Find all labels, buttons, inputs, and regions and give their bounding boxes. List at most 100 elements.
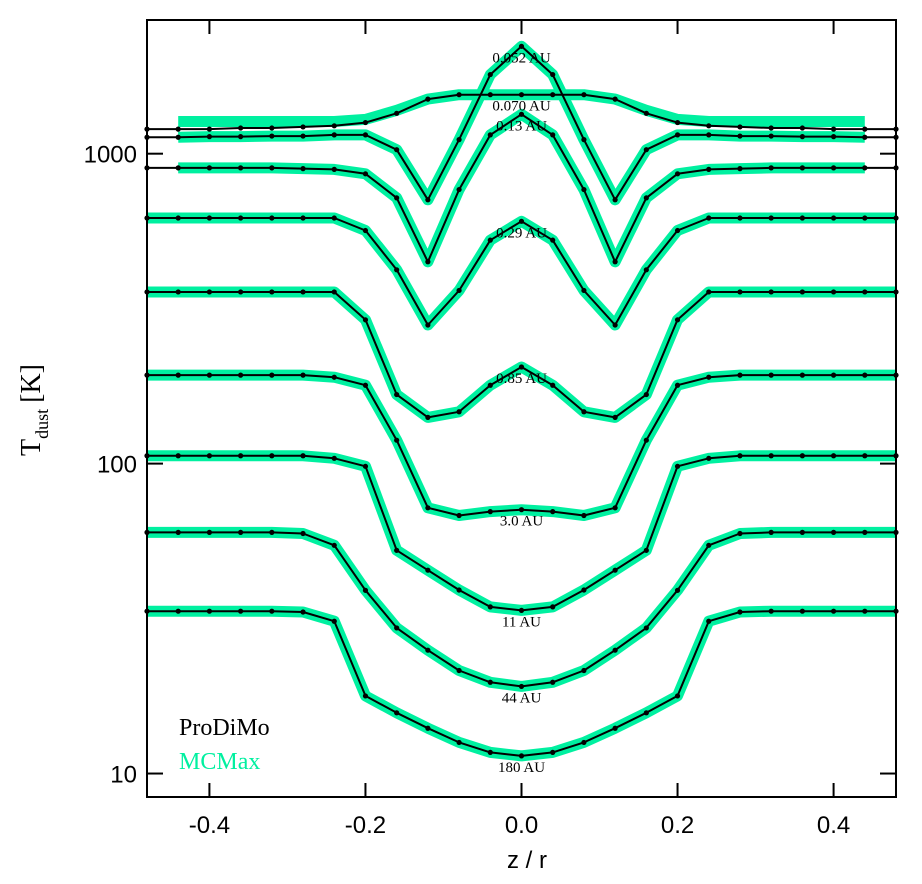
x-axis-label: z / r (507, 847, 547, 874)
prodimo-point (269, 372, 275, 378)
prodimo-point (394, 547, 400, 553)
prodimo-point (300, 609, 306, 615)
prodimo-point (456, 587, 462, 593)
prodimo-point (456, 287, 462, 294)
prodimo-point (238, 125, 244, 131)
prodimo-point (518, 218, 525, 224)
prodimo-point (269, 453, 275, 459)
prodimo-point (206, 215, 213, 221)
y-label-sub: dust (32, 409, 52, 439)
prodimo-point (175, 453, 181, 459)
prodimo-point (206, 126, 213, 132)
prodimo-point (612, 197, 618, 203)
prodimo-point (706, 618, 712, 624)
prodimo-point (706, 455, 712, 461)
prodimo-point (862, 608, 868, 614)
prodimo-point (362, 587, 369, 593)
prodimo-point (394, 391, 400, 398)
prodimo-point (456, 739, 462, 746)
prodimo-point (331, 455, 337, 461)
prodimo-point (830, 608, 837, 614)
prodimo-point (487, 132, 493, 138)
prodimo-point (862, 126, 868, 132)
curve-label: 11 AU (502, 614, 541, 630)
prodimo-point (581, 667, 587, 674)
curve-label: 3.0 AU (500, 514, 544, 530)
prodimo-point (331, 289, 337, 295)
prodimo-point (238, 608, 244, 614)
y-label-unit: [K] (16, 364, 47, 403)
prodimo-point (830, 289, 837, 295)
prodimo-point (737, 372, 743, 378)
prodimo-point (238, 529, 244, 535)
curve-label: 0.052 AU (492, 50, 551, 66)
prodimo-point (269, 529, 275, 535)
prodimo-point (830, 126, 837, 132)
prodimo-point (206, 165, 213, 171)
prodimo-point (456, 667, 462, 674)
prodimo-point (456, 92, 462, 98)
curve-label: 0.070 AU (492, 99, 551, 115)
prodimo-point (394, 625, 400, 631)
prodimo-point (674, 382, 681, 388)
prodimo-point (737, 609, 743, 615)
prodimo-point (362, 317, 369, 323)
prodimo-point (550, 749, 556, 756)
prodimo-point (862, 134, 868, 140)
prodimo-point (238, 289, 244, 295)
prodimo-point (768, 215, 774, 221)
prodimo-point (737, 530, 743, 537)
prodimo-point (206, 372, 213, 378)
prodimo-point (238, 165, 244, 171)
prodimo-point (674, 463, 681, 469)
prodimo-point (487, 604, 493, 610)
prodimo-point (425, 647, 431, 653)
prodimo-point (643, 710, 649, 716)
prodimo-point (300, 124, 306, 130)
prodimo-point (175, 289, 181, 295)
prodimo-point (799, 372, 805, 378)
prodimo-point (425, 725, 431, 731)
prodimo-point (581, 512, 587, 519)
prodimo-point (175, 608, 181, 614)
legend-entry: ProDiMo (179, 715, 270, 741)
prodimo-point (737, 124, 743, 130)
prodimo-point (175, 529, 181, 535)
prodimo-point (674, 119, 681, 126)
prodimo-point (331, 166, 337, 172)
prodimo-point (269, 125, 275, 131)
prodimo-point (425, 197, 431, 203)
prodimo-point (518, 111, 525, 117)
prodimo-point (643, 547, 649, 553)
prodimo-point (300, 372, 306, 378)
prodimo-point (362, 227, 369, 234)
prodimo-point (300, 289, 306, 295)
prodimo-point (581, 186, 587, 193)
prodimo-point (612, 647, 618, 653)
prodimo-point (737, 133, 743, 139)
prodimo-point (737, 453, 743, 459)
prodimo-point (674, 171, 681, 177)
prodimo-point (830, 134, 837, 140)
prodimo-point (425, 259, 431, 265)
prodimo-point (238, 453, 244, 459)
prodimo-point (425, 567, 431, 573)
prodimo-point (674, 317, 681, 323)
x-tick-label: 0.0 (505, 812, 538, 839)
prodimo-point (550, 679, 556, 685)
prodimo-point (175, 165, 181, 171)
prodimo-point (269, 133, 275, 139)
curve-label: 180 AU (498, 760, 545, 776)
prodimo-point (362, 119, 369, 126)
x-tick-label: 0.2 (661, 812, 694, 839)
prodimo-point (206, 289, 213, 295)
prodimo-point (487, 237, 493, 243)
y-tick-label: 1000 (84, 142, 137, 169)
x-tick-label: 0.4 (817, 812, 850, 839)
prodimo-point (175, 215, 181, 221)
prodimo-point (768, 165, 774, 171)
prodimo-point (331, 215, 337, 221)
prodimo-point (612, 96, 618, 102)
prodimo-point (830, 529, 837, 535)
prodimo-point (674, 587, 681, 593)
